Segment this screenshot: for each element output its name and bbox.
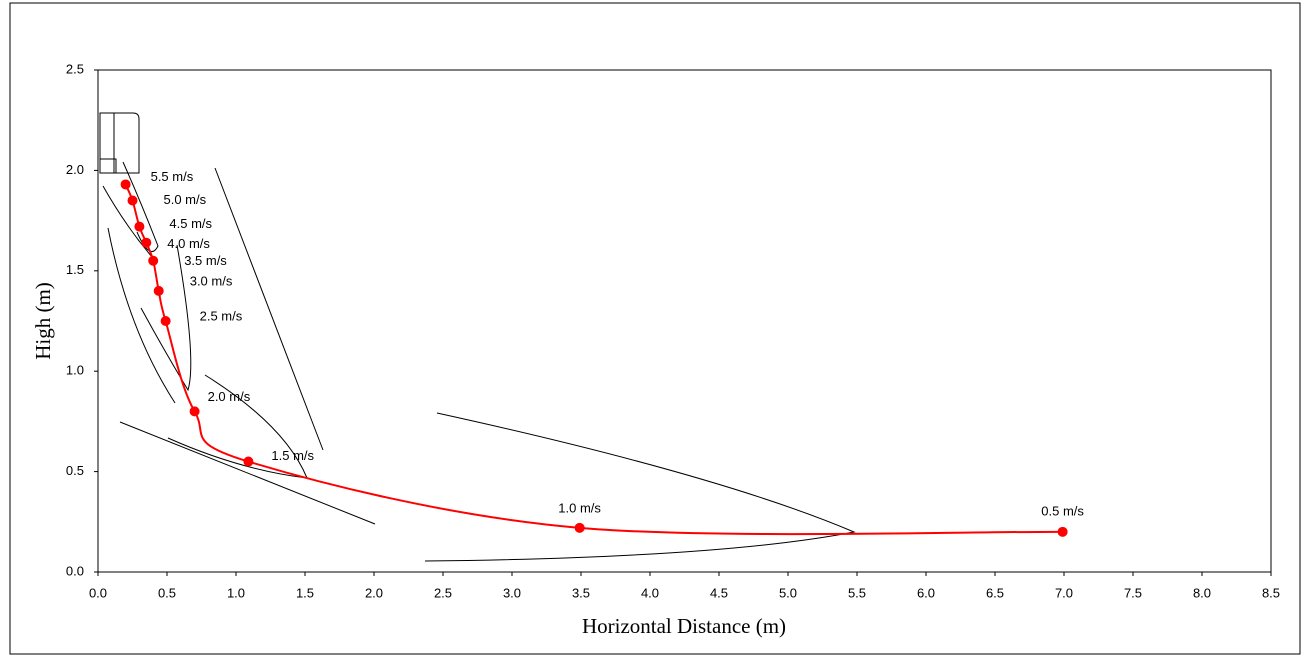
x-tick-label: 2.0 bbox=[365, 585, 383, 600]
data-point bbox=[120, 179, 131, 190]
point-label: 5.0 m/s bbox=[164, 192, 207, 207]
x-tick-label: 7.5 bbox=[1124, 585, 1142, 600]
data-point bbox=[134, 221, 145, 232]
x-tick-label: 0.0 bbox=[89, 585, 107, 600]
data-point bbox=[160, 316, 171, 326]
y-tick-label: 0.0 bbox=[66, 563, 84, 578]
x-tick-label: 6.5 bbox=[986, 585, 1004, 600]
data-point bbox=[153, 285, 164, 296]
x-tick-label: 8.5 bbox=[1262, 585, 1280, 600]
data-point bbox=[243, 456, 254, 467]
x-tick-label: 1.5 bbox=[296, 585, 314, 600]
point-label: 1.5 m/s bbox=[271, 448, 314, 463]
x-tick-label: 5.0 bbox=[779, 585, 797, 600]
y-tick-label: 2.0 bbox=[66, 162, 84, 177]
y-tick-label: 0.5 bbox=[66, 463, 84, 478]
x-tick-label: 5.5 bbox=[848, 585, 866, 600]
frame bbox=[9, 2, 1301, 655]
point-label: 3.5 m/s bbox=[184, 253, 227, 268]
nozzle-icon bbox=[99, 112, 140, 174]
x-tick-label: 1.0 bbox=[227, 585, 245, 600]
point-label: 0.5 m/s bbox=[1041, 503, 1084, 518]
y-tick-label: 1.0 bbox=[66, 363, 84, 378]
point-label: 4.0 m/s bbox=[167, 236, 210, 251]
data-point bbox=[1057, 526, 1068, 537]
x-tick-label: 0.5 bbox=[158, 585, 176, 600]
data-point bbox=[189, 406, 200, 417]
y-tick-label: 2.5 bbox=[66, 61, 84, 76]
point-label: 5.5 m/s bbox=[151, 169, 194, 184]
point-label: 1.0 m/s bbox=[558, 500, 601, 515]
point-label: 2.5 m/s bbox=[200, 308, 243, 323]
x-tick-label: 3.5 bbox=[572, 585, 590, 600]
x-tick-label: 4.5 bbox=[710, 585, 728, 600]
point-label: 4.5 m/s bbox=[169, 216, 212, 231]
point-label: 3.0 m/s bbox=[190, 273, 233, 288]
x-tick-label: 7.0 bbox=[1055, 585, 1073, 600]
y-tick-label: 1.5 bbox=[66, 262, 84, 277]
point-label: 2.0 m/s bbox=[208, 389, 251, 404]
data-point bbox=[148, 255, 159, 266]
plot-area bbox=[97, 69, 1272, 573]
x-tick-label: 8.0 bbox=[1193, 585, 1211, 600]
data-point bbox=[141, 237, 152, 248]
y-axis-title: High (m) bbox=[31, 282, 55, 360]
x-tick-label: 2.5 bbox=[434, 585, 452, 600]
x-tick-label: 6.0 bbox=[917, 585, 935, 600]
data-point bbox=[127, 195, 138, 206]
trajectory-line bbox=[124, 184, 1063, 536]
x-tick-label: 3.0 bbox=[503, 585, 521, 600]
x-tick-label: 4.0 bbox=[641, 585, 659, 600]
spray-envelopes bbox=[102, 161, 856, 562]
x-axis-title: Horizontal Distance (m) bbox=[582, 614, 786, 638]
data-point bbox=[574, 522, 585, 533]
